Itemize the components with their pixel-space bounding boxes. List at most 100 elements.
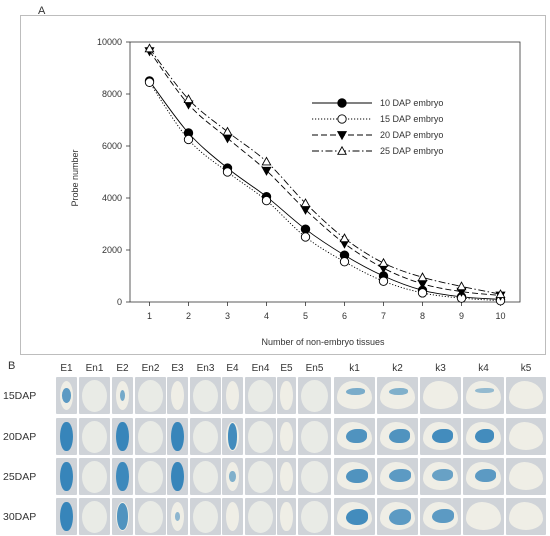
x-tick-label: 1: [147, 311, 152, 321]
stain-image-tile: [298, 377, 331, 414]
legend-label: 25 DAP embryo: [380, 146, 443, 156]
kernel-section: [380, 381, 415, 409]
kernel-section: [509, 502, 543, 530]
data-point-series-3: [222, 134, 233, 144]
gus-stain: [432, 509, 455, 524]
stain-image-tile: [377, 377, 418, 414]
column-header: k2: [392, 363, 403, 374]
embryo-tissue: [170, 380, 185, 411]
endosperm-tissue: [248, 420, 273, 453]
endosperm-tissue: [193, 460, 218, 493]
stain-image-tile: [334, 458, 375, 495]
data-point-series-2: [222, 167, 233, 177]
stain-image-tile: [56, 458, 77, 495]
gus-stain: [116, 461, 129, 492]
series-line-3: [149, 50, 501, 296]
gus-stain: [61, 388, 72, 403]
x-tick-label: 6: [342, 311, 347, 321]
endosperm-tissue: [82, 460, 107, 493]
endosperm-tissue: [248, 379, 273, 412]
stain-image-tile: [334, 418, 375, 455]
stain-image-tile: [334, 498, 375, 535]
gus-stain: [116, 421, 129, 452]
stain-image-tile: [245, 377, 276, 414]
data-point-series-4: [300, 198, 311, 208]
endosperm-tissue: [82, 500, 107, 533]
stain-image-tile: [377, 418, 418, 455]
column-header: k5: [520, 363, 532, 374]
endosperm-tissue: [301, 500, 328, 533]
plot-area: [129, 41, 521, 303]
stain-image-tile: [277, 498, 296, 535]
endosperm-tissue: [301, 379, 328, 412]
column-header: k4: [478, 363, 489, 374]
series-line-4: [149, 48, 501, 295]
embryo-tissue: [280, 501, 293, 532]
stain-image-tile: [222, 377, 243, 414]
x-tick-label: 10: [495, 311, 505, 321]
stain-image-tile: [56, 498, 77, 535]
row-label: 15DAP: [3, 390, 37, 402]
stain-image-tile: [222, 418, 243, 455]
legend-label: 10 DAP embryo: [380, 98, 443, 108]
embryo-tissue: [170, 501, 185, 532]
stain-image-tile: [298, 458, 331, 495]
y-tick-label: 10000: [97, 37, 122, 47]
data-point-series-3: [261, 166, 272, 176]
data-point-series-2: [183, 134, 194, 145]
gus-stain: [171, 461, 184, 492]
series-line-1: [149, 80, 501, 300]
column-header: En2: [141, 363, 160, 374]
legend-marker: [336, 131, 348, 141]
stain-image-tile: [277, 458, 296, 495]
gus-stain: [346, 429, 367, 444]
data-point-series-4: [495, 289, 506, 299]
data-point-series-2: [261, 195, 272, 206]
stain-image-tile: [420, 458, 461, 495]
data-point-series-4: [144, 43, 155, 53]
gus-stain: [432, 429, 453, 444]
column-header: k3: [435, 363, 446, 374]
endosperm-tissue: [82, 379, 107, 412]
stain-image-tile: [190, 458, 221, 495]
data-point-series-4: [183, 94, 194, 104]
y-tick-label: 8000: [102, 89, 122, 99]
y-tick-label: 0: [117, 297, 122, 307]
gus-stain: [389, 429, 410, 444]
embryo-tissue: [280, 380, 293, 411]
embryo-tissue: [225, 380, 240, 411]
stain-image-tile: [463, 458, 504, 495]
stain-image-tile: [135, 458, 166, 495]
column-header: En5: [305, 363, 324, 374]
stain-image-tile: [135, 498, 166, 535]
kernel-section: [509, 422, 543, 450]
stain-image-tile: [277, 377, 296, 414]
endosperm-tissue: [248, 500, 273, 533]
endosperm-tissue: [138, 379, 163, 412]
series-line-2: [149, 82, 501, 302]
x-tick-label: 7: [381, 311, 386, 321]
endosperm-tissue: [193, 420, 218, 453]
legend-marker: [337, 114, 347, 124]
stain-image-tile: [112, 498, 133, 535]
gus-stain: [117, 503, 128, 530]
stain-image-tile: [463, 498, 504, 535]
gus-stain: [119, 389, 126, 402]
data-point-series-4: [339, 233, 350, 243]
column-header: En1: [85, 363, 104, 374]
legend-marker: [337, 145, 347, 155]
line-chart: 0 2000 4000 6000 8000 10000 1 2 3 4 5 6 7 8 9 10 10 DAP…: [70, 37, 521, 347]
x-tick-label: 8: [420, 311, 425, 321]
embryo-tissue: [280, 461, 293, 492]
x-tick-label: 5: [303, 311, 308, 321]
stain-image-tile: [79, 377, 110, 414]
endosperm-tissue: [138, 420, 163, 453]
gus-stain: [475, 469, 496, 483]
data-point-series-4: [261, 156, 272, 166]
column-header: En4: [251, 363, 270, 374]
kernel-section: [466, 381, 501, 409]
y-axis-label: Probe number: [70, 149, 80, 206]
stain-image-tile: [112, 418, 133, 455]
embryo-tissue: [225, 501, 240, 532]
gus-stain: [389, 388, 408, 395]
